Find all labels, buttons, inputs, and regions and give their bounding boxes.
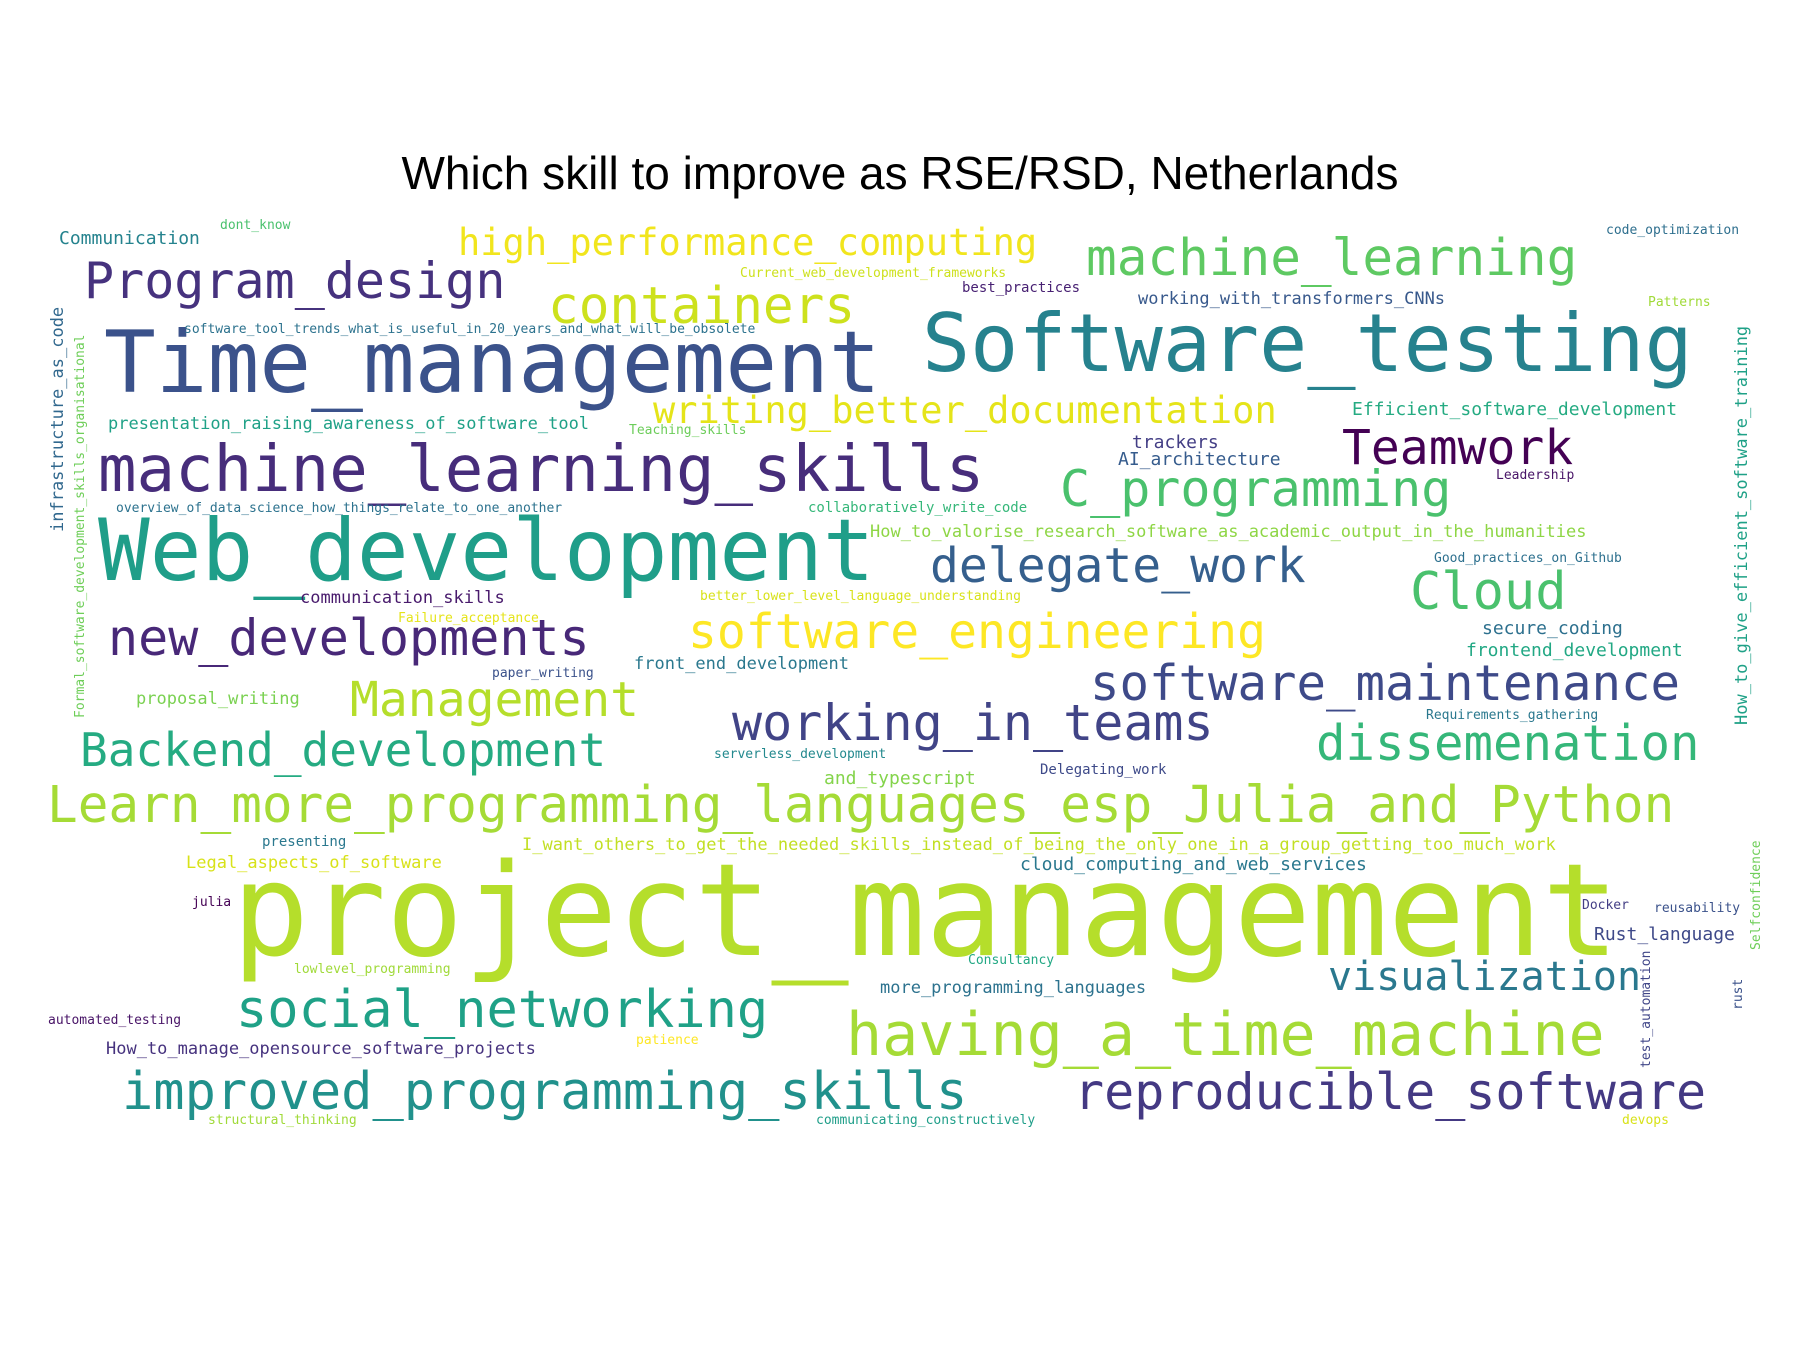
word: C_programming [1060,460,1452,518]
word: How_to_valorise_research_software_as_aca… [870,522,1587,542]
word: Patterns [1648,295,1711,310]
word: secure_coding [1482,618,1623,639]
word: software_maintenance [1090,655,1681,712]
word: best_practices [962,280,1081,296]
word: reproducible_software [1074,1063,1707,1121]
word: serverless_development [714,747,887,762]
word: Cloud [1410,562,1567,622]
word: front_end_development [634,654,849,674]
word: Failure_acceptance [398,611,539,626]
word: writing_better_documentation [653,389,1277,432]
word: Formal_software_development_skills_organ… [73,334,88,718]
word: trackers [1132,432,1219,453]
word: Selfconfidence [1749,840,1764,950]
word: paper_writing [492,666,594,681]
word: containers [548,277,856,336]
word: working_in_teams [732,694,1214,752]
word: How_to_manage_opensource_software_projec… [106,1039,536,1059]
word: Teaching_skills [629,423,747,438]
word: devops [1622,1113,1669,1128]
chart-title: Which skill to improve as RSE/RSD, Nethe… [401,147,1399,199]
word: Program_design [84,252,506,310]
word: project_management [232,837,1620,986]
word: Learn_more_programming_languages_esp_Jul… [47,776,1675,835]
word: software_tool_trends_what_is_useful_in_2… [184,322,756,337]
word: AI_architecture [1118,449,1281,470]
word: and_typescript [824,768,976,789]
word: new_developments [108,609,590,667]
word: patience [636,1033,699,1048]
word: Backend_development [80,723,607,777]
word: Teamwork [1342,420,1574,476]
word: code_optimization [1606,223,1740,238]
word: Docker [1582,898,1629,913]
word: dont_know [220,218,291,233]
word: test_automation [1639,950,1654,1068]
word: Communication [59,228,200,249]
word: software_engineering [688,604,1266,660]
word: rust [1731,978,1746,1010]
word: dissemenation [1316,715,1700,772]
word: better_lower_level_language_understandin… [700,589,1021,604]
word: Consultancy [968,953,1055,968]
word: lowlevel_programming [294,962,451,977]
word: Web_development [98,501,875,601]
word: proposal_writing [136,689,300,709]
word: machine_learning_skills [98,433,985,507]
word: Legal_aspects_of_software [186,853,442,873]
word: infrastructure_as_code [48,306,68,532]
word: presentation_raising_awareness_of_softwa… [108,414,590,434]
word: Requirements_gathering [1426,708,1599,723]
word: communication_skills [300,588,505,608]
word: automated_testing [48,1013,182,1028]
word: high_performance_computing [458,221,1038,264]
word: presenting [262,834,347,850]
word: Delegating_work [1040,762,1167,778]
word: more_programming_languages [880,978,1147,998]
word: communicating_constructively [816,1113,1036,1128]
word: I_want_others_to_get_the_needed_skills_i… [522,835,1556,855]
word: collaboratively_write_code [808,500,1028,516]
word: Rust_language [1594,924,1735,945]
word: cloud_computing_and_web_services [1020,854,1367,875]
word: overview_of_data_science_how_things_rela… [116,501,563,516]
word: improved_programming_skills [122,1062,968,1122]
word: reusability [1654,901,1741,916]
word: delegate_work [930,538,1306,594]
word: structural_thinking [208,1113,357,1128]
word: Good_practices_on_Github [1434,551,1622,566]
word: working_with_transformers_CNNs [1138,289,1446,309]
word: Time_management [104,313,881,413]
word: machine_learning [1086,229,1578,288]
word: Efficient_software_development [1352,399,1678,420]
word: visualization [1328,954,1642,1000]
word: social_networking [236,980,769,1040]
word: How_to_give_efficient_software_training [1732,325,1752,725]
word: Management [350,672,639,728]
word: julia [192,895,232,910]
word: Software_testing [922,297,1693,390]
word: Current_web_development_frameworks [740,266,1007,281]
word: Leadership [1496,468,1575,483]
word: having_a_time_machine [846,1000,1605,1070]
word: frontend_development [1466,640,1683,661]
